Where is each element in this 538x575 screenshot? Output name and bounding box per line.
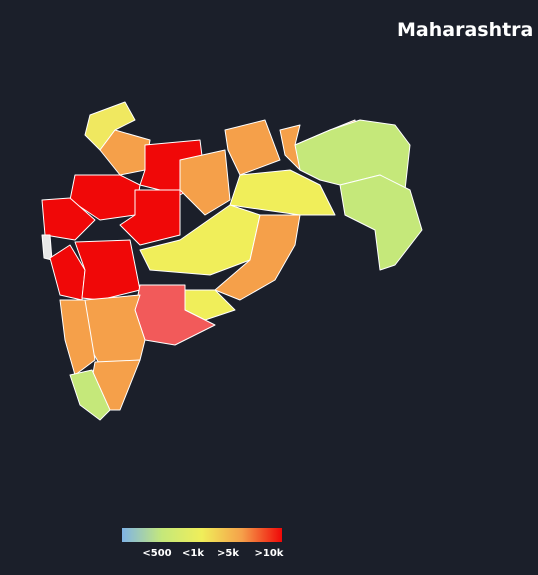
district: [229, 169, 336, 216]
legend-label: <1k: [182, 548, 204, 559]
district: [74, 239, 141, 301]
district: [179, 149, 231, 216]
district: [214, 214, 301, 301]
district: [139, 204, 261, 276]
district: [224, 119, 281, 176]
legend: <500 <1k >5k >10k: [142, 548, 283, 559]
district: [339, 174, 423, 271]
legend-label: >10k: [255, 548, 284, 559]
district: [41, 234, 53, 261]
legend-label: <500: [142, 548, 171, 559]
map-title: Maharashtra -: [397, 19, 538, 41]
district: [69, 369, 111, 421]
district: [59, 299, 96, 376]
legend-gradient: [122, 528, 282, 542]
districts: [41, 101, 423, 421]
legend-label: >5k: [217, 548, 239, 559]
district: [41, 197, 96, 241]
